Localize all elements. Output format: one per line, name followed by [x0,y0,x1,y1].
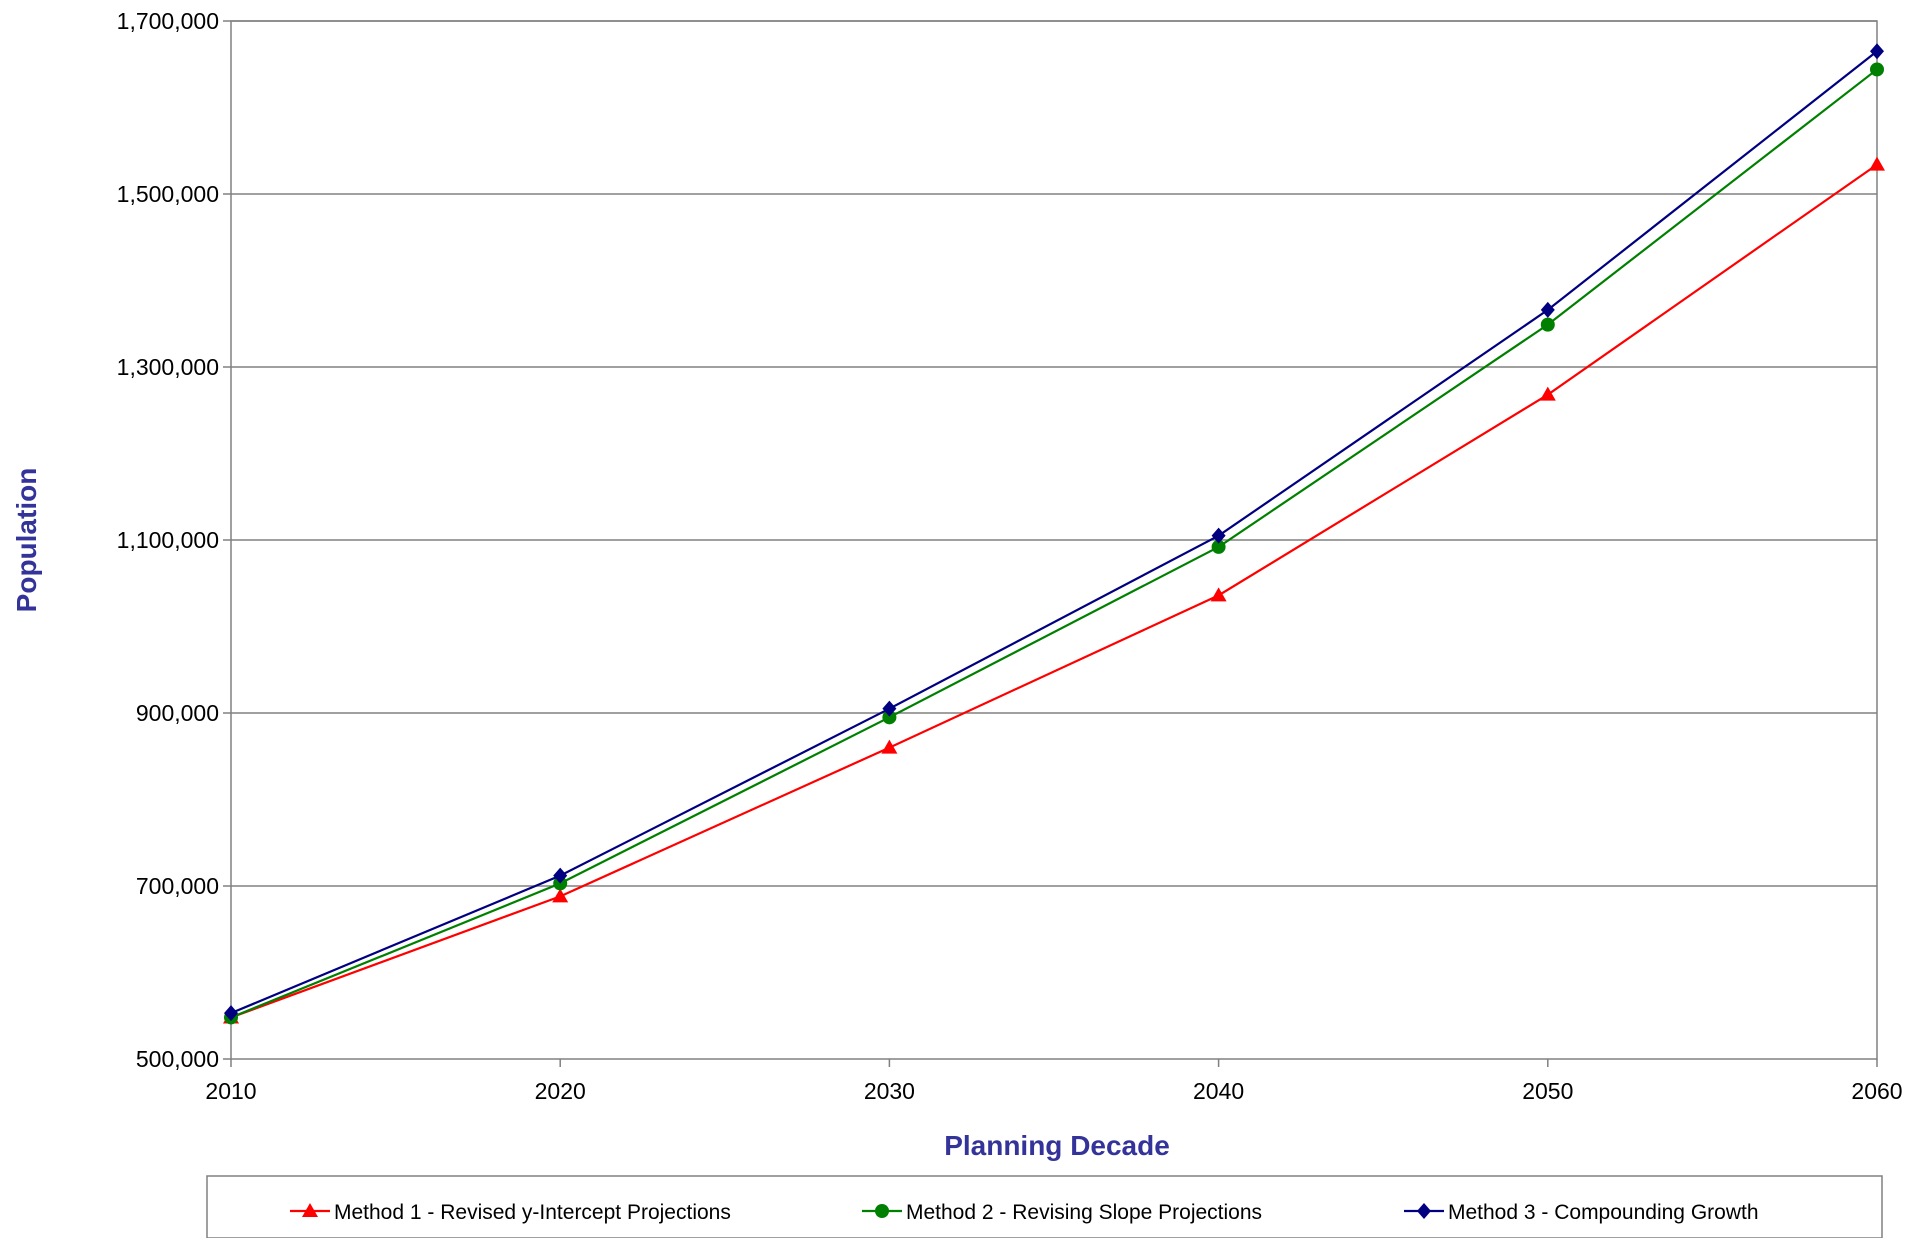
y-tick-label: 1,700,000 [117,8,219,34]
data-point [1870,62,1884,77]
y-tick-label: 1,300,000 [117,354,219,380]
legend-marker [302,1203,318,1217]
series-line [230,163,1878,1019]
series-line [230,68,1878,1019]
legend-label: Method 1 - Revised y-Intercept Projectio… [334,1201,731,1224]
legend-items: Method 1 - Revised y-Intercept Projectio… [290,1201,1759,1224]
data-point [881,739,898,754]
legend-marker [875,1204,889,1218]
data-point [224,1005,238,1022]
x-tick-label: 2050 [1522,1078,1573,1104]
gridlines [231,20,1877,887]
legend-item-2: Method 2 - Revising Slope Projections [862,1201,1262,1224]
x-axis-title: Planning Decade [944,1130,1170,1161]
legend: Method 1 - Revised y-Intercept Projectio… [206,1175,1883,1238]
y-tick-label: 500,000 [136,1046,219,1072]
data-point [1211,539,1226,554]
x-tick-label: 2010 [205,1078,256,1104]
axes [223,20,1878,1067]
y-axis-title: Population [11,468,42,613]
x-tick-label: 2040 [1193,1078,1244,1104]
data-point [1869,156,1885,171]
data-point [1211,527,1226,544]
data-point [1540,317,1555,332]
x-tick-label: 2060 [1851,1078,1902,1104]
series-group [223,43,1885,1025]
legend-item-1: Method 1 - Revised y-Intercept Projectio… [290,1201,731,1224]
legend-marker [1417,1203,1431,1219]
data-point [882,700,897,717]
tick-labels: 500,000 700,000 900,000 1,100,000 1,300,000 1… [117,8,1903,1104]
series-3 [224,43,1884,1022]
series-2 [224,62,1884,1025]
y-tick-label: 1,100,000 [117,527,219,553]
y-tick-label: 1,500,000 [117,181,219,207]
series-line [230,50,1878,1015]
data-point [552,888,569,903]
data-point [882,710,897,725]
legend-label: Method 3 - Compounding Growth [1448,1201,1759,1224]
y-tick-label: 700,000 [136,873,219,899]
y-tick-label: 900,000 [136,700,219,726]
x-tick-label: 2030 [864,1078,915,1104]
data-point [1540,301,1555,318]
legend-label: Method 2 - Revising Slope Projections [906,1201,1262,1224]
data-point [1539,386,1556,401]
data-point [553,867,568,884]
data-point [1870,43,1884,60]
data-point [1210,587,1227,602]
x-tick-label: 2020 [535,1078,586,1104]
legend-item-3: Method 3 - Compounding Growth [1404,1201,1759,1224]
legend-box [206,1175,1883,1238]
